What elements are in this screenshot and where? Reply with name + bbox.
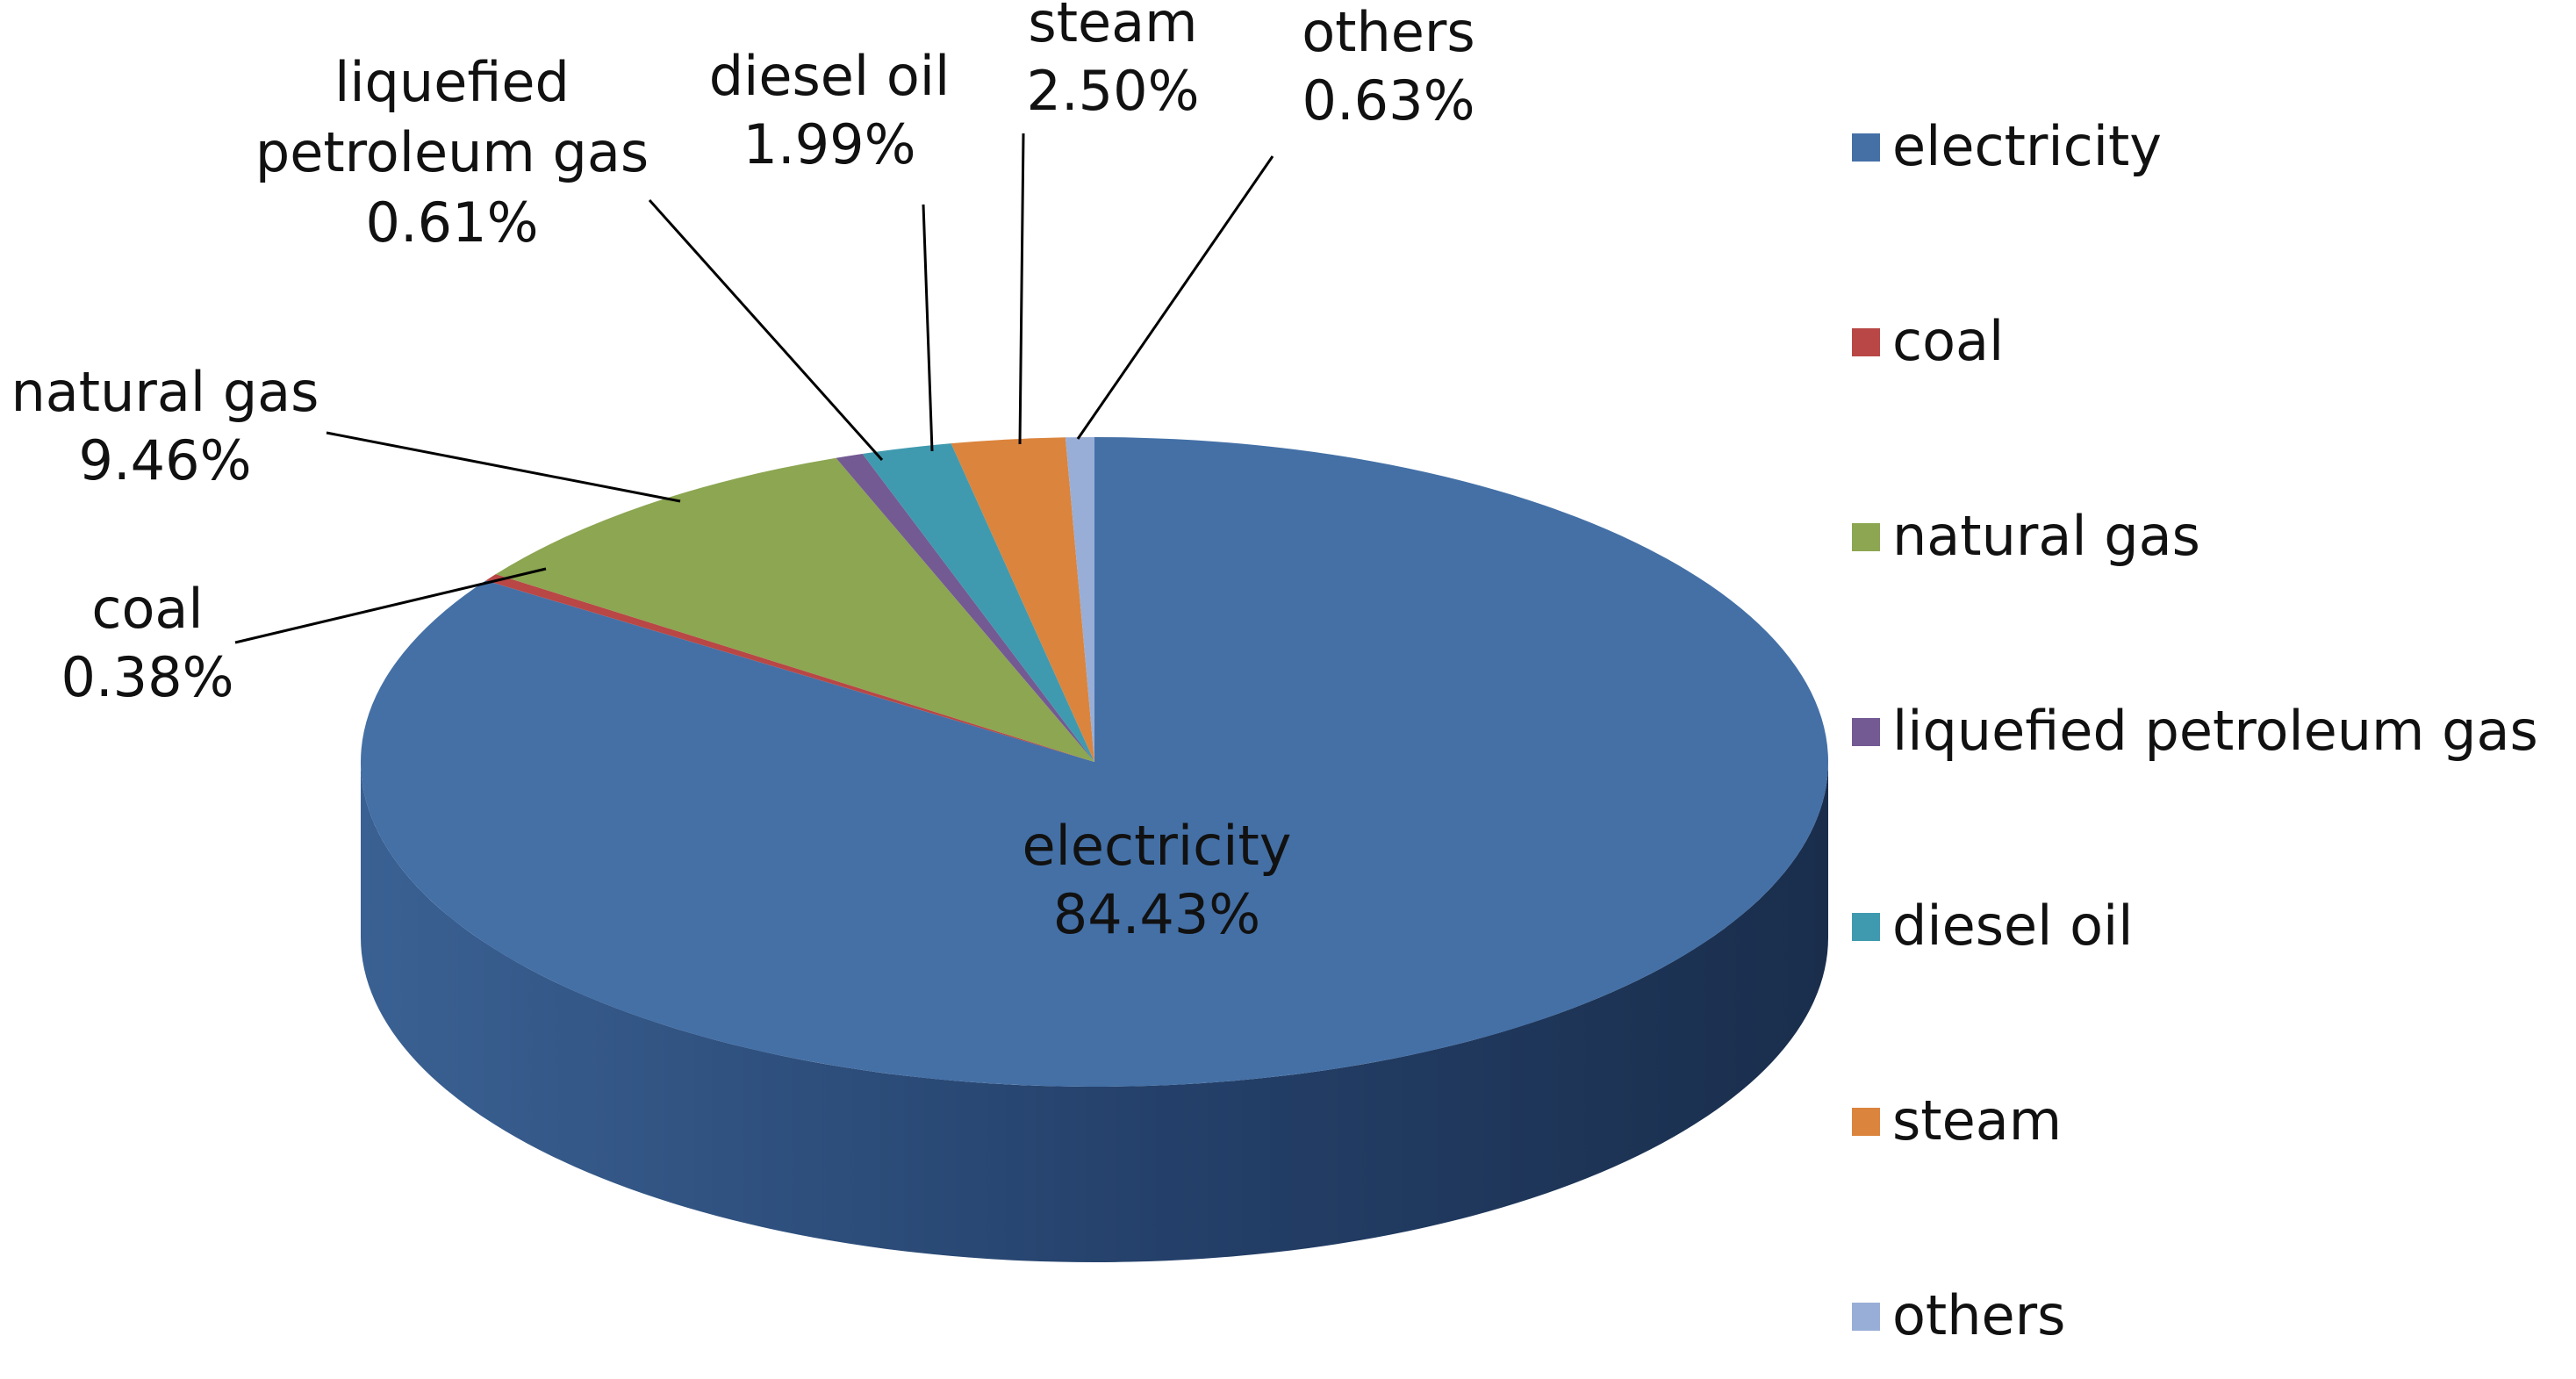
pie-side-wall	[361, 762, 1828, 1262]
legend-label-steam: steam	[1892, 1088, 2062, 1153]
data-label-value-coal: 0.38%	[61, 645, 234, 709]
leader-line-diesel-oil	[922, 204, 934, 452]
data-label-value-others: 0.63%	[1302, 68, 1475, 133]
legend-swatch-others	[1852, 1303, 1880, 1331]
pie-slice-liquefied-petroleum-gas	[836, 453, 1094, 762]
legend-label-diesel-oil: diesel oil	[1892, 894, 2134, 958]
leader-line-liquefied-petroleum-gas	[648, 198, 884, 462]
leader-line-others	[1076, 155, 1274, 440]
pie-slices	[361, 437, 1829, 1087]
legend-label-liquefied-petroleum-gas: liquefied petroleum gas	[1892, 699, 2538, 763]
legend-swatch-electricity	[1852, 133, 1880, 162]
pie-side	[361, 762, 1828, 1262]
data-label-name-natural-gas: natural gas	[11, 360, 319, 424]
pie-slice-natural-gas	[495, 457, 1094, 762]
data-label-name-liquefied-petroleum-gas: liquefied	[334, 50, 570, 114]
legend-swatch-diesel-oil	[1852, 913, 1880, 941]
leader-line-steam	[1018, 133, 1025, 445]
data-label-value-electricity: 84.43%	[1053, 882, 1260, 946]
data-label-name-steam: steam	[1028, 0, 1197, 54]
data-label-value-diesel-oil: 1.99%	[743, 112, 916, 176]
legend-label-natural-gas: natural gas	[1892, 504, 2200, 568]
legend-label-others: others	[1892, 1283, 2065, 1347]
legend-swatch-liquefied-petroleum-gas	[1852, 718, 1880, 746]
data-label-name-coal: coal	[91, 577, 203, 641]
leader-line-natural-gas	[326, 431, 681, 503]
pie-slice-others	[1065, 437, 1094, 762]
data-label-name-diesel-oil: diesel oil	[709, 44, 951, 108]
pie-slice-electricity	[361, 437, 1829, 1087]
legend-swatch-natural-gas	[1852, 523, 1880, 551]
pie-slice-steam	[951, 437, 1094, 762]
legend-label-coal: coal	[1892, 309, 2004, 373]
legend-label-electricity: electricity	[1892, 114, 2162, 178]
legend-swatch-coal	[1852, 328, 1880, 356]
data-label-name-others: others	[1302, 0, 1475, 64]
data-label-value-natural-gas: 9.46%	[79, 428, 252, 492]
pie-slice-coal	[485, 574, 1094, 762]
data-label-value-liquefied-petroleum-gas: 0.61%	[366, 190, 539, 255]
leader-lines	[234, 133, 1274, 644]
data-label-value-steam: 2.50%	[1027, 59, 1200, 123]
data-label-name-electricity: electricity	[1023, 814, 1292, 878]
legend: electricity coal natural gas liquefied petr…	[1852, 114, 2538, 1347]
data-label-name-liquefied-petroleum-gas: petroleum gas	[255, 120, 649, 184]
legend-swatch-steam	[1852, 1108, 1880, 1136]
leader-line-coal	[234, 567, 547, 644]
pie-slice-diesel-oil	[862, 443, 1094, 762]
